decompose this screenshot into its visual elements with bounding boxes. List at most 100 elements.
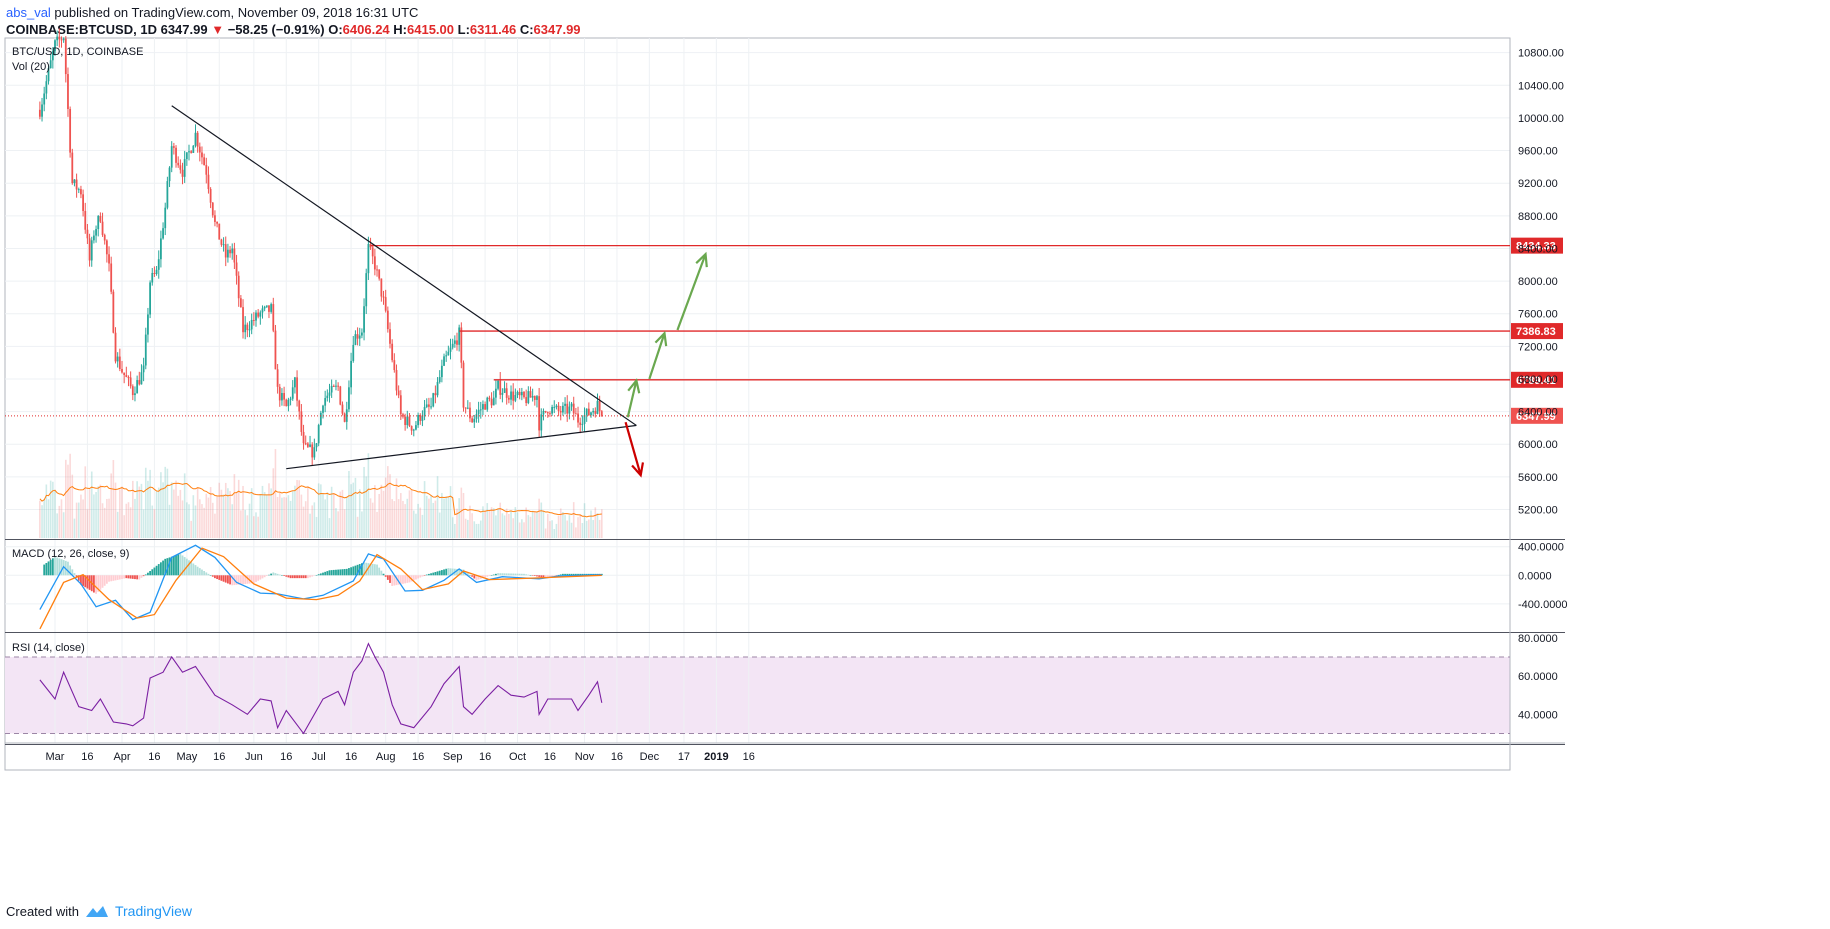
macd-histogram-bar <box>518 573 521 576</box>
volume-bar <box>304 501 307 538</box>
macd-histogram-bar <box>69 565 72 576</box>
macd-histogram-bar <box>142 575 145 577</box>
macd-histogram-bar <box>345 568 348 576</box>
chart-canvas[interactable]: Mar 16 Apr 16 May 16 Jun 16 Jul 16 Aug 16 Sep 16 Oct 16… <box>0 0 1830 900</box>
candle-body <box>507 397 510 400</box>
candle-body <box>103 234 106 241</box>
volume-bar <box>538 498 540 538</box>
volume-bar <box>106 498 108 538</box>
volume-bar <box>123 515 125 538</box>
candle-body <box>367 244 370 274</box>
candle-body <box>538 396 541 431</box>
candle-body <box>112 291 115 333</box>
macd-histogram-bar <box>436 571 439 576</box>
candle-body <box>116 356 119 362</box>
candle-body <box>393 360 396 371</box>
macd-histogram-bar <box>170 556 173 576</box>
volume-bar <box>186 502 188 538</box>
macd-histogram-bar <box>294 575 296 579</box>
volume-bar <box>328 518 331 538</box>
volume-bar <box>551 520 553 538</box>
macd-histogram-bar <box>324 571 327 576</box>
candle-body <box>227 249 229 258</box>
macd-histogram-bar <box>389 575 391 583</box>
macd-histogram-bar <box>134 575 136 580</box>
volume-bar <box>495 515 497 538</box>
macd-histogram-bar <box>229 575 231 585</box>
volume-bar <box>562 512 564 538</box>
macd-histogram-bar <box>579 573 582 576</box>
candle-body <box>536 396 538 400</box>
candle-body <box>43 93 46 105</box>
volume-bar <box>546 513 549 538</box>
macd-histogram-bar <box>492 574 495 576</box>
volume-indicator-title: Vol (20) <box>12 61 50 73</box>
macd-histogram-bar <box>291 575 294 579</box>
rsi-tick-label: 40.0000 <box>1518 709 1558 721</box>
macd-histogram-bar <box>56 557 59 576</box>
macd-histogram-bar <box>131 575 134 579</box>
rsi-tick-label: 80.0000 <box>1518 633 1558 645</box>
volume-bar <box>594 507 597 538</box>
candle-body <box>549 413 551 415</box>
candle-body <box>380 278 383 297</box>
candle-body <box>47 68 50 82</box>
volume-bar <box>341 489 344 538</box>
candle-body <box>181 169 184 177</box>
macd-histogram-bar <box>263 575 266 578</box>
volume-bar <box>155 491 158 538</box>
volume-bar <box>168 504 171 538</box>
macd-histogram-bar <box>302 575 305 579</box>
macd-histogram-bar <box>255 575 257 582</box>
candle-body <box>252 319 255 321</box>
volume-bar <box>553 529 556 538</box>
level-price-label: 6789.41 <box>1516 375 1556 387</box>
candle-body <box>97 216 100 230</box>
volume-bar <box>581 523 584 538</box>
volume-bar <box>257 516 259 538</box>
volume-bar <box>188 504 190 538</box>
macd-histogram-bar <box>239 575 242 585</box>
macd-histogram-bar <box>564 573 566 576</box>
volume-bar <box>354 477 357 538</box>
author-link[interactable]: abs_val <box>6 5 51 20</box>
x-tick-label: 16 <box>148 751 160 763</box>
macd-histogram-bar <box>326 571 329 576</box>
candle-body <box>311 444 314 458</box>
macd-histogram-bar <box>138 575 141 580</box>
candle-body <box>326 395 329 399</box>
candle-body <box>201 152 203 158</box>
macd-histogram-bar <box>181 555 184 576</box>
volume-bar <box>125 503 128 538</box>
candle-body <box>376 269 378 271</box>
volume-bar <box>224 482 227 538</box>
volume-bar <box>218 482 221 538</box>
bullish-arrow <box>626 380 638 418</box>
candle-body <box>95 229 97 236</box>
candle-body <box>151 272 154 283</box>
volume-layer <box>39 449 603 538</box>
tradingview-brand-link[interactable]: TradingView <box>114 903 193 919</box>
volume-bar <box>460 487 463 538</box>
macd-histogram-bar <box>367 563 370 576</box>
volume-bar <box>588 519 590 538</box>
macd-histogram-bar <box>363 562 365 576</box>
close-value: 6347.99 <box>533 22 581 37</box>
x-tick-label: 16 <box>412 751 424 763</box>
candle-body <box>600 411 603 416</box>
candle-body <box>348 387 350 410</box>
macd-histogram-bar <box>285 575 288 577</box>
volume-bar <box>181 500 184 538</box>
low-label: L: <box>457 22 470 37</box>
volume-bar <box>367 453 370 538</box>
macd-histogram-bar <box>250 575 253 584</box>
volume-bar <box>467 519 469 538</box>
candle-body <box>283 393 285 400</box>
candle-body <box>170 146 173 168</box>
volume-bar <box>296 479 298 538</box>
candle-body <box>440 365 443 378</box>
candle-body <box>309 444 311 447</box>
macd-histogram-bar <box>313 575 316 576</box>
candle-body <box>397 390 400 396</box>
candle-body <box>322 405 324 413</box>
